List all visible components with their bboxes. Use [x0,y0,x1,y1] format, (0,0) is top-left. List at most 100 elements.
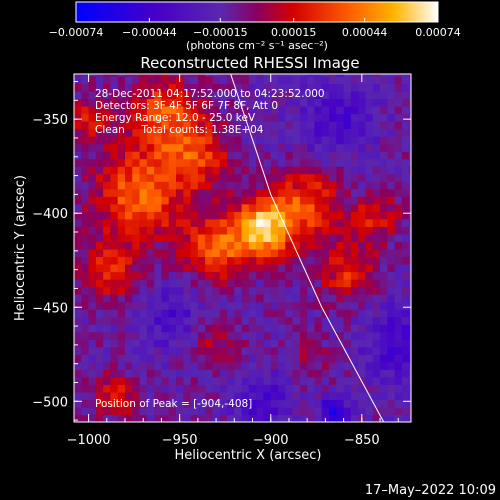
heatmap-cell [117,309,126,318]
heatmap-cell [329,233,337,243]
heatmap-cell [256,136,265,145]
heatmap-cell [358,211,367,220]
heatmap-cell [197,399,206,408]
heatmap-cell [219,369,228,378]
heatmap-cell [227,136,235,145]
heatmap-cell [103,294,112,303]
heatmap-cell [161,271,170,280]
heatmap-cell [372,74,381,77]
heatmap-cell [117,158,126,167]
heatmap-cell [307,369,316,378]
heatmap-cell [205,128,214,137]
heatmap-cell [365,248,374,258]
heatmap-cell [190,196,199,205]
heatmap-cell [110,339,119,348]
heatmap-cell [321,218,330,227]
heatmap-cell [372,121,381,130]
heatmap-cell [248,143,257,152]
heatmap-cell [256,74,265,77]
heatmap-cell [234,279,243,288]
heatmap-cell [190,226,199,235]
heatmap-cell [263,203,272,212]
heatmap-cell [365,316,374,325]
heatmap-cell [125,196,133,205]
heatmap-cell [270,166,279,175]
heatmap-cell [234,354,243,363]
heatmap-cell [350,151,359,160]
heatmap-cell [380,83,388,92]
heatmap-cell [81,301,90,310]
heatmap-cell [299,279,308,288]
heatmap-cell [365,121,374,130]
heatmap-cell [154,166,163,175]
heatmap-cell [95,203,104,212]
heatmap-cell [241,346,250,355]
heatmap-cell [205,143,214,152]
heatmap-cell [132,248,141,258]
heatmap-cell [81,121,90,130]
heatmap-cell [183,346,192,355]
heatmap-cell [329,151,337,160]
heatmap-cell [263,301,272,310]
heatmap-cell [227,188,235,197]
heatmap-cell [321,83,330,92]
heatmap-cell [358,346,367,355]
heatmap-cell [365,203,374,212]
heatmap-cell [190,173,199,182]
heatmap-cell [350,83,359,92]
heatmap-cell [350,90,359,100]
heatmap-cell [227,166,235,175]
heatmap-cell [343,301,352,310]
heatmap-cell [278,279,286,288]
heatmap-cell [372,166,381,175]
heatmap-cell [394,196,403,205]
heatmap-cell [161,181,170,190]
heatmap-cell [372,324,381,333]
heatmap-cell [88,90,97,100]
heatmap-cell [401,271,410,280]
heatmap-cell [88,166,97,175]
heatmap-cell [125,399,133,408]
heatmap-cell [241,301,250,310]
heatmap-cell [401,256,410,265]
heatmap-cell [387,361,396,370]
colorbar-gradient [75,1,439,23]
heatmap-cell [219,90,228,100]
heatmap-cell [161,226,170,235]
heatmap-cell [263,121,272,130]
heatmap-cell [95,188,104,197]
heatmap-cell [176,233,184,243]
heatmap-cell [176,83,184,92]
heatmap-cell [365,75,374,84]
heatmap-cell [350,105,359,115]
heatmap-cell [307,166,316,175]
heatmap-cell [139,248,148,258]
heatmap-cell [263,339,272,348]
heatmap-cell [117,248,126,258]
colorbar-ticks: −0.00074 −0.00044 −0.00015 0.00015 0.00044 0.… [49,18,461,39]
heatmap-cell [256,226,265,235]
heatmap-cell [343,256,352,265]
heatmap-cell [278,361,286,370]
heatmap-cell [256,354,265,363]
heatmap-cell [350,294,359,303]
heatmap-cell [95,98,104,107]
heatmap-cell [409,121,411,130]
heatmap-cell [248,226,257,235]
heatmap-cell [336,121,345,130]
heatmap-cell [95,324,104,333]
heatmap-cell [248,105,257,115]
heatmap-cell [278,354,286,363]
heatmap-cell [190,354,199,363]
heatmap-cell [74,203,82,212]
heatmap-cell [307,286,316,295]
heatmap-cell [248,128,257,137]
heatmap-cell [278,218,286,227]
heatmap-cell [350,211,359,220]
heatmap-cell [321,105,330,115]
heatmap-cell [197,324,206,333]
heatmap-cell [234,384,243,393]
heatmap-cell [394,74,403,77]
heatmap-cell [358,151,367,160]
heatmap-cell [365,369,374,378]
